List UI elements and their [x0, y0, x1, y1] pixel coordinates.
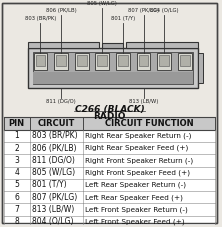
Text: 1: 1: [14, 131, 19, 140]
Text: 805 (W/LG): 805 (W/LG): [32, 168, 75, 177]
Text: Left Rear Speaker Feed (+): Left Rear Speaker Feed (+): [85, 194, 183, 200]
Bar: [4, 216, 215, 227]
Bar: [198, 53, 204, 83]
Bar: [54, 53, 68, 70]
Text: Left Front Speaker Feed (+): Left Front Speaker Feed (+): [85, 219, 184, 225]
Bar: [159, 55, 169, 66]
Bar: [102, 44, 123, 48]
Text: 813 (LB/W): 813 (LB/W): [129, 99, 158, 104]
Bar: [34, 53, 48, 70]
Bar: [28, 42, 99, 48]
Text: 2: 2: [14, 143, 19, 153]
Text: 811 (DG/O): 811 (DG/O): [32, 156, 75, 165]
Text: Left Front Speaker Return (-): Left Front Speaker Return (-): [85, 206, 188, 213]
Bar: [75, 53, 89, 70]
Bar: [56, 55, 66, 66]
Bar: [33, 52, 193, 84]
Bar: [137, 53, 151, 70]
Bar: [157, 53, 171, 70]
Text: CIRCUIT: CIRCUIT: [38, 119, 75, 128]
Text: 804 (O/LG): 804 (O/LG): [32, 217, 73, 226]
Bar: [4, 130, 215, 142]
Bar: [178, 53, 192, 70]
Bar: [95, 53, 109, 70]
Text: 807 (PK/LG): 807 (PK/LG): [32, 193, 77, 202]
Text: Right Front Speaker Feed (+): Right Front Speaker Feed (+): [85, 169, 190, 176]
Text: 8: 8: [14, 217, 19, 226]
Bar: [4, 154, 215, 167]
Text: 801 (T/Y): 801 (T/Y): [32, 180, 66, 190]
Text: 811 (DG/O): 811 (DG/O): [46, 99, 76, 104]
Bar: [97, 55, 107, 66]
Text: 803 (BR/PK): 803 (BR/PK): [25, 16, 56, 21]
Bar: [126, 42, 198, 48]
Text: 813 (LB/W): 813 (LB/W): [32, 205, 74, 214]
Text: RADIO: RADIO: [93, 112, 126, 121]
Bar: [4, 167, 215, 179]
Text: Right Rear Speaker Return (-): Right Rear Speaker Return (-): [85, 133, 191, 139]
Bar: [118, 55, 128, 66]
Text: 807 (PK/LG): 807 (PK/LG): [128, 8, 159, 13]
Bar: [139, 55, 149, 66]
Bar: [180, 55, 190, 66]
Bar: [4, 179, 215, 191]
Bar: [33, 72, 193, 84]
Bar: [77, 55, 87, 66]
Text: 801 (T/Y): 801 (T/Y): [111, 16, 135, 21]
Text: C266 (BLACK): C266 (BLACK): [75, 104, 145, 114]
Text: 805 (W/LG): 805 (W/LG): [87, 1, 117, 6]
Bar: [28, 48, 198, 88]
Bar: [4, 117, 215, 130]
Text: Right Front Speaker Return (-): Right Front Speaker Return (-): [85, 157, 193, 164]
Text: 4: 4: [14, 168, 19, 177]
Text: 806 (PK/LB): 806 (PK/LB): [32, 143, 76, 153]
Text: CIRCUIT FUNCTION: CIRCUIT FUNCTION: [105, 119, 193, 128]
Text: Right Rear Speaker Feed (+): Right Rear Speaker Feed (+): [85, 145, 188, 151]
Text: Left Rear Speaker Return (-): Left Rear Speaker Return (-): [85, 182, 186, 188]
Bar: [36, 55, 46, 66]
Bar: [4, 142, 215, 154]
Text: 3: 3: [14, 156, 19, 165]
Text: 7: 7: [14, 205, 19, 214]
Bar: [4, 203, 215, 216]
Text: 804 (O/LG): 804 (O/LG): [150, 8, 178, 13]
Text: 5: 5: [14, 180, 19, 190]
Bar: [4, 191, 215, 203]
Text: PIN: PIN: [9, 119, 25, 128]
Text: 803 (BR/PK): 803 (BR/PK): [32, 131, 77, 140]
Text: 806 (PK/LB): 806 (PK/LB): [46, 8, 76, 13]
Bar: [116, 53, 130, 70]
Text: 6: 6: [14, 193, 19, 202]
